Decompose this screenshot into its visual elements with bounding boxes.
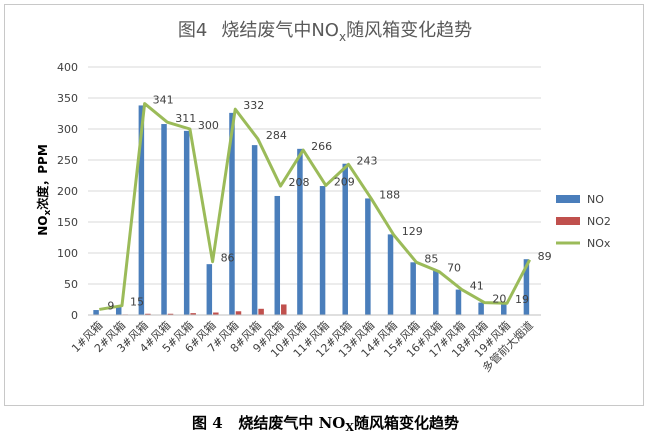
caption-suffix: 随风箱变化趋势: [353, 414, 459, 432]
y-tick-label: 0: [71, 309, 78, 322]
legend-label-no: NO: [587, 193, 604, 206]
figure-caption: 图 4 烧结废气中 NOX随风箱变化趋势: [0, 410, 651, 436]
y-axis-label-sub: x: [43, 210, 53, 216]
y-tick-label: 150: [57, 216, 78, 229]
nox-data-label: 266: [311, 140, 332, 153]
chart-title-prefix: 图4: [178, 20, 207, 41]
nox-data-label: 20: [492, 293, 506, 306]
bar-no: [138, 105, 145, 315]
chart-title-suffix: 随风箱变化趋势: [346, 20, 472, 41]
y-tick-label: 100: [57, 247, 78, 260]
bar-no: [115, 306, 122, 315]
bar-no: [342, 163, 348, 315]
bar-no: [229, 112, 235, 315]
bar-no2: [258, 308, 264, 315]
caption-prefix: 图 4: [192, 414, 223, 432]
y-axis-label-main: NO: [36, 216, 50, 236]
chart-title: 图4 烧结废气中NOx随风箱变化趋势: [178, 20, 472, 44]
bar-no2: [281, 304, 287, 315]
bar-no: [206, 264, 213, 315]
chart-title-main: 烧结废气中NO: [221, 20, 339, 41]
y-tick-label: 400: [57, 61, 78, 74]
y-axis-label-rest: 浓度，PPM: [35, 144, 50, 210]
caption-main: 烧结废气中 NO: [238, 414, 346, 432]
nox-data-label: 89: [538, 250, 552, 263]
legend-label-nox: NOx: [587, 237, 611, 250]
bar-no: [274, 195, 281, 315]
nox-data-label: 85: [424, 252, 438, 265]
nox-data-label: 209: [334, 175, 355, 188]
bar-no: [251, 145, 258, 315]
legend-label-no2: NO2: [587, 215, 611, 228]
caption-sub: X: [345, 421, 354, 434]
y-tick-label: 50: [64, 278, 78, 291]
nox-data-label: 188: [379, 188, 400, 201]
nox-data-label: 243: [356, 154, 377, 167]
bar-no: [455, 289, 462, 315]
bar-no: [183, 130, 190, 315]
bar-no2: [213, 312, 219, 315]
nox-data-label: 86: [221, 252, 235, 265]
y-tick-label: 200: [57, 185, 78, 198]
chart-title-sub: x: [339, 30, 346, 44]
nox-data-label: 15: [130, 296, 144, 309]
nox-data-label: 341: [153, 94, 174, 107]
nox-line: [99, 102, 532, 311]
bar-no: [161, 124, 167, 315]
y-axis-label: NOx浓度，PPM: [35, 144, 53, 236]
nox-data-label: 41: [470, 280, 484, 293]
bar-no2: [190, 313, 196, 315]
y-tick-label: 300: [57, 123, 78, 136]
bar-no: [319, 186, 326, 315]
bar-no2: [145, 313, 151, 315]
bar-no: [297, 148, 303, 315]
nox-data-label: 284: [266, 129, 287, 142]
nox-data-label: 9: [107, 299, 114, 312]
bar-no: [501, 303, 507, 315]
bar-no: [523, 259, 530, 315]
nox-data-label: 300: [198, 119, 219, 132]
nox-data-label: 19: [515, 293, 529, 306]
bar-no: [365, 198, 371, 315]
legend-swatch-no: [556, 195, 580, 203]
nox-data-label: 70: [447, 262, 461, 275]
bar-no: [478, 302, 484, 315]
bar-no: [433, 270, 439, 315]
bar-no: [387, 234, 394, 315]
bar-no: [410, 262, 416, 315]
nox-data-label: 129: [402, 225, 423, 238]
bar-no2: [235, 311, 242, 315]
bar-no2: [167, 313, 174, 315]
nox-data-label: 311: [175, 112, 196, 125]
y-tick-label: 350: [57, 92, 78, 105]
bar-no: [93, 310, 99, 315]
nox-data-label: 332: [243, 99, 264, 112]
y-tick-label: 250: [57, 154, 78, 167]
legend-swatch-no2: [556, 217, 580, 225]
nox-data-label: 208: [289, 176, 310, 189]
